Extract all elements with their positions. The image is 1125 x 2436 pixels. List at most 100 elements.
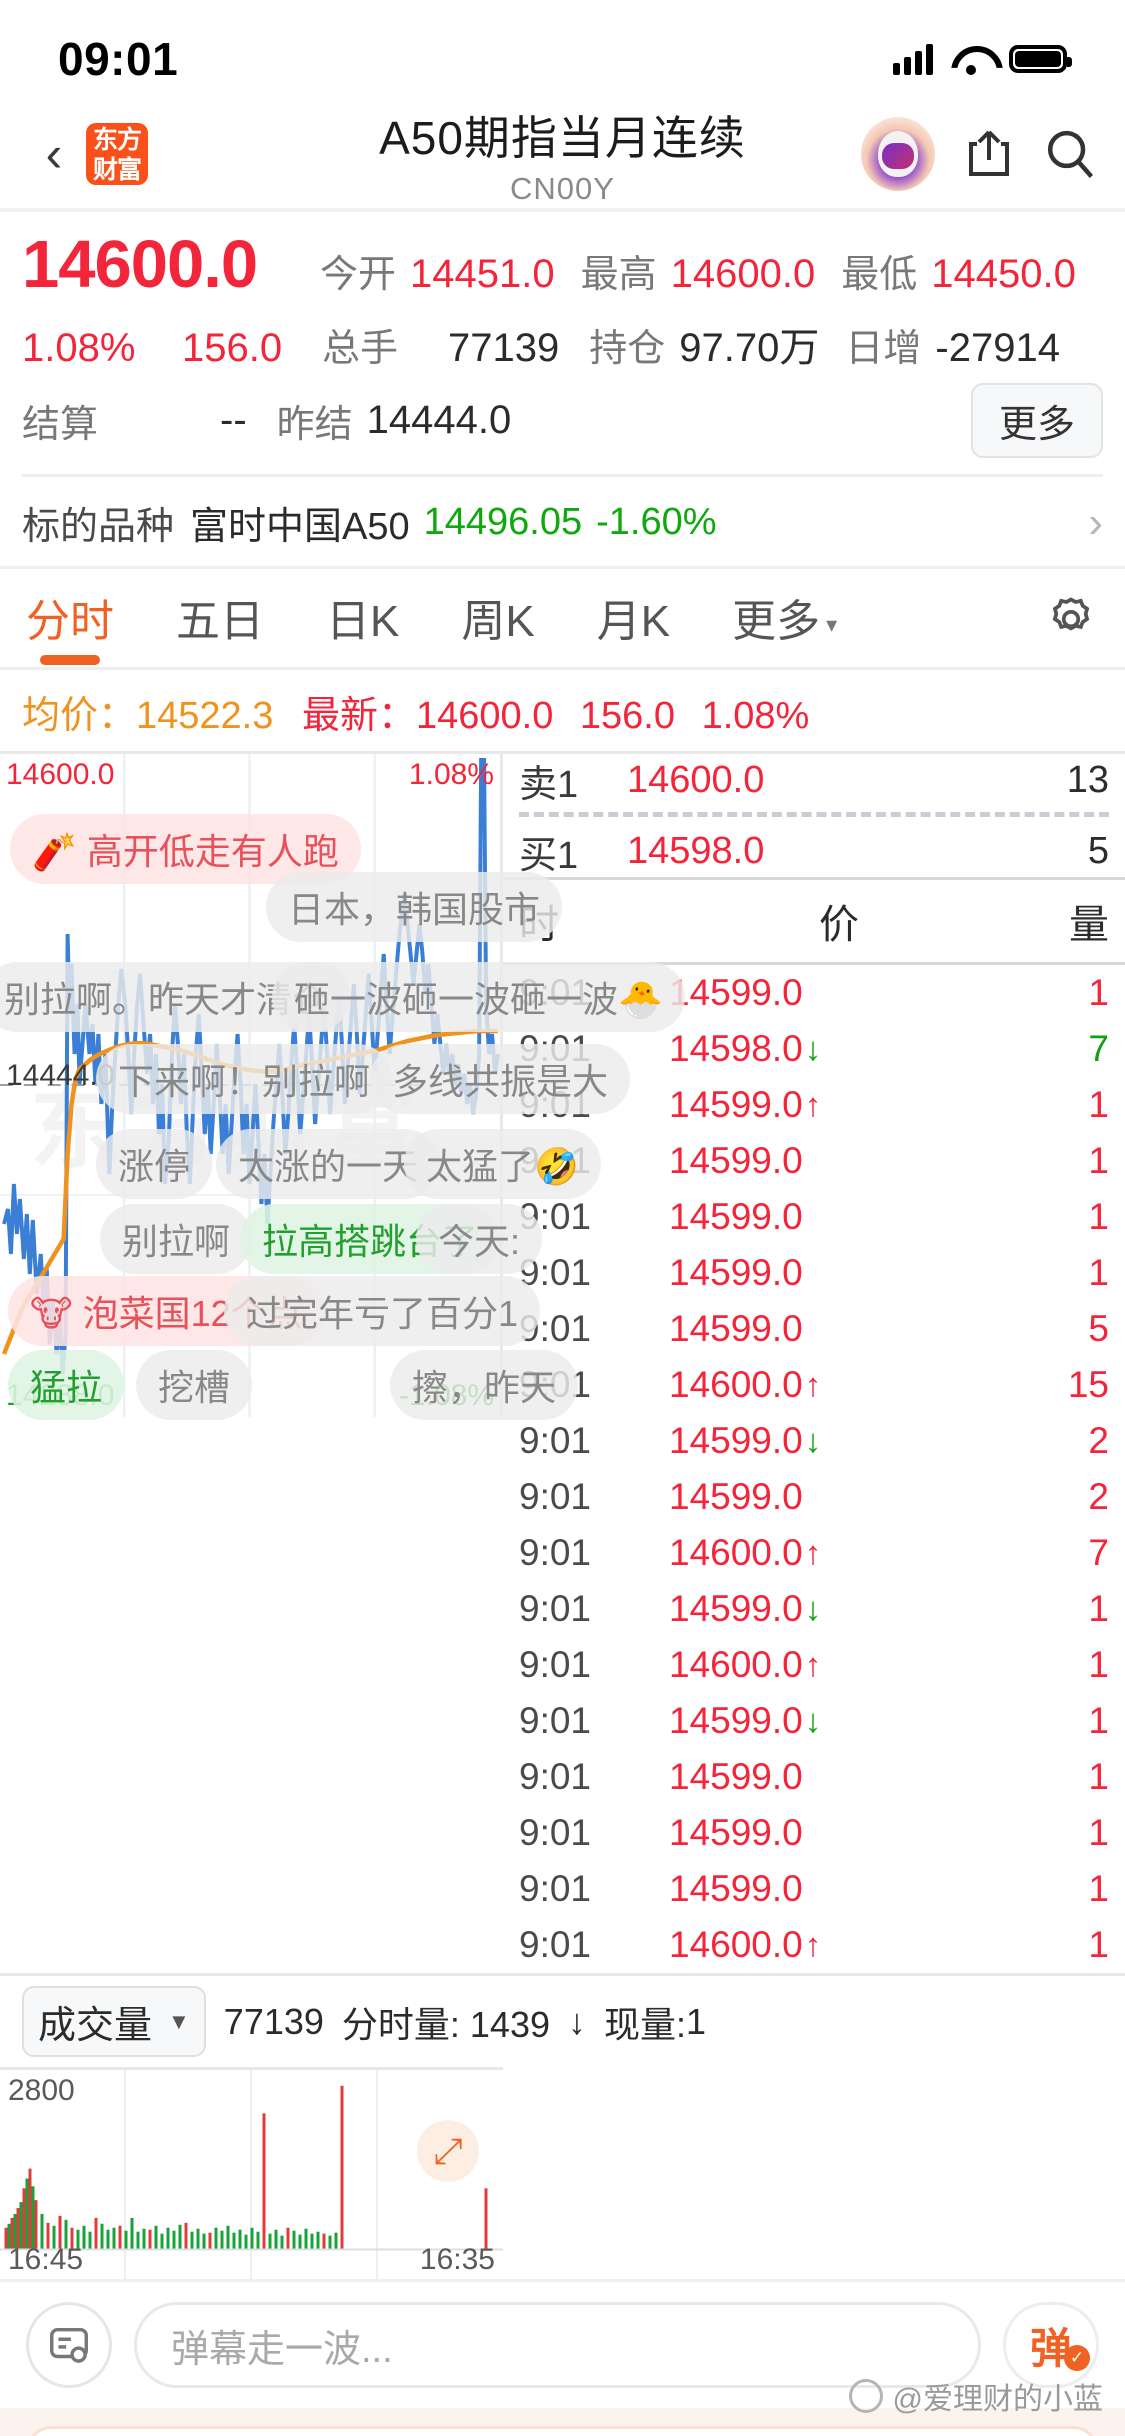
underlying-name: 富时中国A50	[190, 506, 410, 548]
high-label: 最高	[580, 254, 657, 296]
tape-price-value: 14600.0	[669, 1644, 803, 1685]
tape-row: 9:01 14599.0 ↓ 1	[503, 1581, 1125, 1637]
tape-time: 9:01	[519, 1308, 592, 1349]
open-value: 14451.0	[410, 252, 555, 296]
tape-price-value: 14599.0	[669, 1252, 803, 1293]
up-arrow-icon: ↑	[804, 1366, 822, 1403]
status-time: 09:01	[58, 33, 179, 85]
quote-panel: 14600.0 今开 14451.0 最高 14600.0 最低 14450.0…	[0, 212, 1125, 458]
tape-price: 14599.0	[669, 1756, 1009, 1798]
tape-price: 14600.0 ↑	[669, 1644, 1009, 1686]
tab-yuek[interactable]: 月K	[596, 597, 671, 646]
settle-label: 结算	[22, 404, 99, 446]
ask-volume: 13	[1066, 758, 1109, 801]
tape-time: 9:01	[519, 1924, 592, 1965]
tape-rows[interactable]: 9:0114599.019:0114598.0↓79:0114599.0↑19:…	[503, 965, 1125, 1973]
tape-volume: 1	[1088, 1588, 1109, 1629]
danmu-input-bar: 弹幕走一波... 弹 ✓	[0, 2279, 1125, 2408]
expand-icon[interactable]: ⤢	[417, 2120, 479, 2182]
indicator-selector[interactable]: 成交量 ▼	[22, 1986, 206, 2057]
open-cell: 今开 14451.0	[320, 243, 555, 298]
down-arrow-icon: ↓	[804, 1590, 822, 1627]
tape-row: 9:01 14599.0 2	[503, 1469, 1125, 1525]
ai-banner[interactable]: 问Ai 分析/复盘/选股，就问妙想AI →	[0, 2408, 1125, 2436]
danmu-comment: 挖槽	[136, 1350, 253, 1420]
tape-volume: 7	[1088, 1532, 1109, 1573]
up-arrow-icon: ↑	[804, 1926, 822, 1963]
tape-volume: 1	[1088, 1252, 1109, 1293]
search-icon[interactable]	[1043, 127, 1097, 181]
ai-assistant-avatar[interactable]	[861, 117, 935, 191]
oi-label: 持仓	[589, 328, 666, 370]
tape-price-value: 14599.0	[669, 1588, 803, 1629]
weibo-icon	[848, 2379, 883, 2413]
tab-zhouk[interactable]: 周K	[461, 597, 535, 646]
tape-row: 9:01 14599.0 ↓ 1	[503, 1693, 1125, 1749]
volume-y-top-label: 2800	[8, 2074, 75, 2107]
danmu-comment: 猛拉	[8, 1350, 125, 1420]
volume-x-right-label: 16:35	[419, 2243, 495, 2276]
last-label: 最新：	[301, 695, 416, 737]
danmu-send-label: 弹	[1029, 2324, 1072, 2372]
danmu-comment: 下来啊！别拉啊	[96, 1044, 393, 1114]
tape-price: 14600.0 ↑	[669, 1364, 1009, 1406]
danmu-comment: 日本，韩国股市	[266, 872, 563, 942]
tab-rik[interactable]: 日K	[326, 597, 400, 646]
more-button[interactable]: 更多	[970, 383, 1103, 458]
tape-time: 9:01	[519, 1700, 592, 1741]
ai-banner-box[interactable]: 问Ai 分析/复盘/选股，就问妙想AI →	[26, 2426, 1099, 2436]
brand-logo[interactable]: 东方 财富	[86, 123, 148, 185]
tab-fenshi[interactable]: 分时	[26, 585, 114, 667]
prev-settle-label: 昨结	[276, 404, 353, 446]
chevron-right-icon: ›	[1088, 497, 1103, 547]
chevron-down-icon: ▾	[826, 612, 838, 637]
price-chart[interactable]: 东方财富 14600.0 1.08% 14444.0 14288.0 -1.08…	[0, 754, 685, 1420]
oi-change-label: 日增	[845, 328, 922, 370]
share-icon[interactable]	[965, 127, 1013, 181]
ask-price: 14600.0	[627, 758, 765, 801]
low-label: 最低	[841, 254, 918, 296]
oi-cell: 持仓 97.70万	[589, 315, 819, 373]
tape-time: 9:01	[519, 1476, 592, 1517]
tape-volume: 1	[1088, 1700, 1109, 1741]
chart-tab-bar: 分时 五日 日K 周K 月K 更多 ▾	[0, 566, 1125, 667]
tape-price-value: 14599.0	[669, 1420, 803, 1461]
brand-logo-line1: 东方	[92, 126, 142, 154]
current-volume-label: 现量:	[604, 2003, 687, 2045]
tape-volume: 7	[1088, 1028, 1109, 1069]
credit-text: @爱理财的小蓝	[892, 2383, 1103, 2416]
up-arrow-icon: ↑	[804, 1086, 822, 1123]
tape-price-value: 14598.0	[669, 1028, 803, 1069]
tape-row: 9:01 14599.0 5	[503, 1301, 1125, 1357]
danmu-comment: 太猛了🤣	[404, 1129, 601, 1199]
tape-price: 14599.0	[669, 1196, 1009, 1238]
underlying-row[interactable]: 标的品种 富时中国A50 14496.05 -1.60% ›	[22, 474, 1103, 566]
gear-icon[interactable]	[1043, 592, 1099, 648]
tab-more[interactable]: 更多 ▾	[732, 585, 837, 667]
bid-row[interactable]: 买1 14598.0 5	[503, 825, 1125, 877]
ask-row[interactable]: 卖1 14600.0 13	[503, 754, 1125, 806]
tab-more-label: 更多	[732, 597, 821, 646]
danmu-settings-icon[interactable]	[26, 2302, 112, 2388]
tape-price-value: 14600.0	[669, 1364, 803, 1405]
tape-volume: 2	[1088, 1420, 1109, 1461]
danmu-comment: 过完年亏了百分1	[224, 1276, 541, 1346]
tape-time: 9:01	[519, 1812, 592, 1853]
tape-price: 14598.0 ↓	[669, 1028, 1009, 1070]
danmu-send-button[interactable]: 弹 ✓	[1003, 2302, 1099, 2388]
tab-wuri[interactable]: 五日	[176, 597, 264, 646]
tape-time: 9:01	[519, 1532, 592, 1573]
tape-price: 14599.0	[669, 1868, 1009, 1910]
tape-row: 9:01 14600.0 ↑ 1	[503, 1917, 1125, 1973]
tape-price: 14599.0	[669, 1308, 1009, 1350]
danmu-input[interactable]: 弹幕走一波...	[134, 2302, 981, 2388]
bid-label: 买1	[519, 834, 579, 877]
ask-label: 卖1	[519, 763, 579, 806]
bid-volume: 5	[1087, 829, 1109, 872]
tape-volume: 1	[1088, 972, 1109, 1013]
tape-time: 9:01	[519, 1252, 592, 1293]
back-button[interactable]: ‹	[45, 126, 63, 182]
volume-chart[interactable]: 2800 16:45 16:35 ⤢	[0, 2067, 503, 2279]
chart-top-right-label: 1.08%	[408, 758, 494, 791]
